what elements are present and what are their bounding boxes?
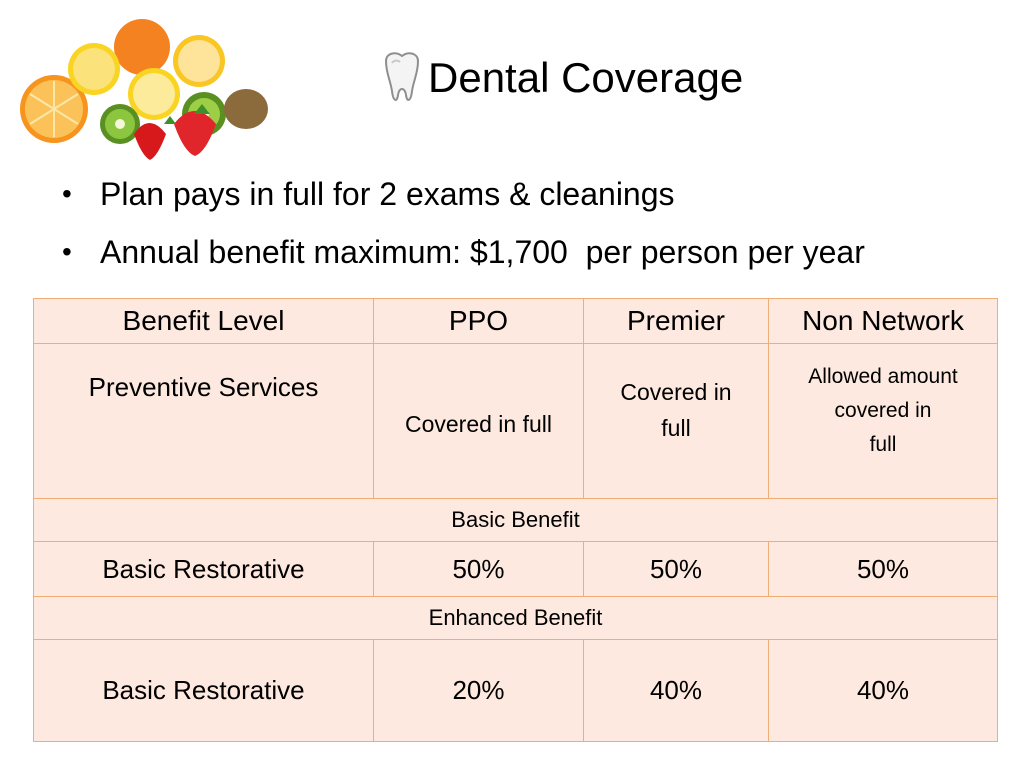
header-premier: Premier: [583, 298, 769, 344]
section-label: Enhanced Benefit: [33, 596, 998, 640]
cell-non-network: 40%: [768, 639, 998, 742]
bullet-text: Plan pays in full for 2 exams & cleaning…: [100, 176, 675, 212]
row-label: Basic Restorative: [33, 639, 374, 742]
table-row: Basic Restorative 50% 50% 50%: [33, 541, 998, 597]
row-label: Basic Restorative: [33, 541, 374, 597]
cell-premier: 50%: [583, 541, 769, 597]
bullet-icon: •: [62, 236, 72, 267]
bullet-item: • Plan pays in full for 2 exams & cleani…: [62, 168, 865, 226]
table-row: Basic Restorative 20% 40% 40%: [33, 639, 998, 742]
cell-non-network: Allowed amount covered in full: [768, 343, 998, 499]
cell-non-network: 50%: [768, 541, 998, 597]
header-ppo: PPO: [373, 298, 584, 344]
table-header-row: Benefit Level PPO Premier Non Network: [33, 298, 998, 344]
benefits-table: Benefit Level PPO Premier Non Network Pr…: [33, 298, 998, 742]
section-row-basic: Basic Benefit: [33, 498, 998, 542]
cell-ppo: Covered in full: [373, 343, 584, 499]
bullet-icon: •: [62, 178, 72, 209]
row-label: Preventive Services: [33, 343, 374, 499]
bullet-list: • Plan pays in full for 2 exams & cleani…: [62, 168, 865, 284]
cell-premier: Covered in full: [583, 343, 769, 499]
bullet-text: Annual benefit maximum: $1,700 per perso…: [100, 234, 865, 270]
header-non-network: Non Network: [768, 298, 998, 344]
cell-ppo: 50%: [373, 541, 584, 597]
tooth-icon: [384, 52, 420, 101]
table-row: Preventive Services Covered in full Cove…: [33, 343, 998, 499]
cell-premier: 40%: [583, 639, 769, 742]
header-benefit-level: Benefit Level: [33, 298, 374, 344]
fruit-illustration: [20, 19, 268, 160]
section-label: Basic Benefit: [33, 498, 998, 542]
section-row-enhanced: Enhanced Benefit: [33, 596, 998, 640]
cell-ppo: 20%: [373, 639, 584, 742]
page-title: Dental Coverage: [380, 48, 743, 108]
title-text: Dental Coverage: [428, 54, 744, 101]
bullet-item: • Annual benefit maximum: $1,700 per per…: [62, 226, 865, 284]
